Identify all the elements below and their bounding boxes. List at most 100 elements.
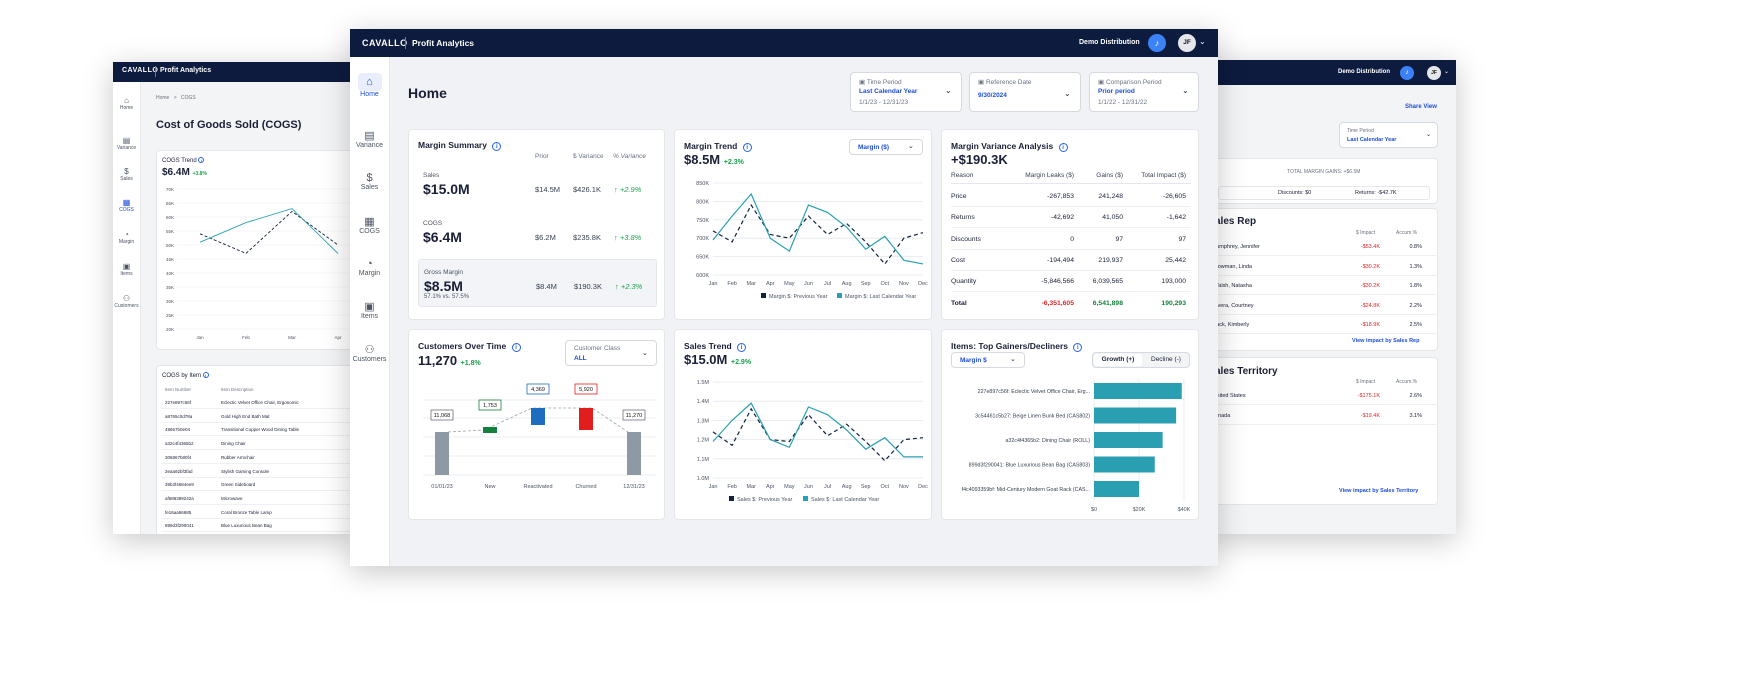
legend-label-current: Sales $: Last Calendar Year	[811, 497, 879, 503]
table-row[interactable]: af688389242a Microwave	[161, 492, 353, 505]
chevron-down-icon[interactable]: ⌄	[1199, 37, 1206, 46]
customers-title: Customers Over Time	[418, 341, 507, 351]
table-row[interactable]: 39b3f4684ee9 Green Sideboard	[161, 478, 353, 492]
nav-items[interactable]: ▣ Items	[113, 262, 140, 277]
total-cell: 25,442	[1165, 256, 1186, 264]
summary-row[interactable]: Sales $15.0M $14.5M $426.1K ↑ +2.9%	[418, 163, 657, 211]
table-row[interactable]: Price -267,853 241,248 -26,605	[951, 186, 1191, 207]
row-impact: -$24.8K	[1360, 302, 1380, 309]
nav-home[interactable]: ⌂ Home	[350, 73, 389, 98]
waterfall-bar	[435, 432, 449, 475]
table-row[interactable]: lumphrey, Jennifer -$53.4K 0.8%	[1212, 237, 1438, 256]
time-period-select[interactable]: Time Period Last Calendar Year ⌄	[1339, 122, 1438, 148]
nav-variance[interactable]: ▤ Variance	[350, 129, 389, 149]
item-description: Microwave	[221, 495, 243, 501]
x-tick-label: May	[784, 484, 795, 490]
share-view-link[interactable]: Share View	[1405, 104, 1437, 110]
nav-sales[interactable]: $ Sales	[350, 172, 389, 191]
variance-icon: ▤	[122, 136, 131, 145]
chevron-down-icon[interactable]: ⌄	[1444, 69, 1450, 75]
table-row[interactable]: 227e897c56f Eclectic Velvet Office Chair,…	[161, 396, 353, 409]
legend-swatch-current	[837, 293, 842, 298]
sales-rep-link[interactable]: View impact by Sales Rep	[1352, 338, 1420, 344]
row-name: livera, Courtney	[1215, 302, 1254, 309]
table-row[interactable]: Quantity -5,846,566 6,039,565 193,000	[951, 271, 1191, 293]
leaks-cell: -6,351,605	[1041, 299, 1074, 307]
info-icon[interactable]: i	[511, 343, 521, 352]
territory-link[interactable]: View impact by Sales Territory	[1339, 488, 1419, 494]
nav-variance[interactable]: ▤ Variance	[113, 136, 140, 151]
avatar[interactable]: JF	[1427, 66, 1441, 80]
customer-class-select[interactable]: Customer Class ALL ⌄	[565, 340, 657, 366]
info-icon[interactable]: i	[198, 157, 205, 163]
company-name[interactable]: Demo Distribution	[1079, 39, 1140, 46]
table-row[interactable]: 2eaa92bf3fad Stylish Gaming Console	[161, 465, 353, 478]
table-row[interactable]: Total -6,351,605 6,541,898 190,293	[951, 293, 1191, 314]
nav-customers[interactable]: ⚇ Customers	[350, 343, 389, 363]
table-row[interactable]: Inited States -$175.1K 2.6%	[1212, 386, 1438, 405]
avatar[interactable]: JF	[1178, 34, 1196, 52]
nav-sales[interactable]: $ Sales	[113, 167, 140, 182]
items-metric-select[interactable]: Margin $ ⌄	[951, 352, 1025, 368]
bell-icon[interactable]: ♪	[1400, 66, 1414, 80]
time-period-select[interactable]: ▣ Time Period Last Calendar Year 1/1/23 …	[850, 72, 962, 112]
table-row[interactable]: livera, Courtney -$24.8K 2.2%	[1212, 296, 1438, 315]
table-row[interactable]: lack, Kimberly -$18.9K 2.5%	[1212, 315, 1438, 334]
data-label: 4,369	[531, 387, 545, 393]
nav-cogs[interactable]: ▦ COGS	[350, 215, 389, 235]
series-line-previous	[712, 407, 924, 462]
variance-icon: ▤	[364, 130, 375, 142]
table-row[interactable]: a8765c0d78a Gold High End Bath Mat	[161, 410, 353, 423]
info-icon[interactable]: i	[742, 143, 752, 152]
info-icon[interactable]: i	[1058, 143, 1068, 152]
item-number: 39b3f4684ee9	[165, 482, 194, 488]
x-tick-label: Mar	[746, 281, 756, 287]
table-row[interactable]: Returns -42,692 41,050 -1,642	[951, 207, 1191, 229]
x-tick-label: Jan	[196, 335, 204, 340]
comparison-period-select[interactable]: ▣ Comparison Period Prior period 1/1/22 …	[1089, 72, 1199, 112]
breadcrumb-home[interactable]: Home	[156, 95, 170, 101]
nav-items[interactable]: ▣ Items	[350, 300, 389, 320]
table-row[interactable]: 49667b0e04 Transitional Copper Wood Dinin…	[161, 423, 353, 437]
item-description: Coral Bronze Table Lamp	[221, 509, 272, 515]
nav-customers[interactable]: ⚇ Customers	[114, 294, 139, 309]
summary-row[interactable]: COGS $6.4M $6.2M $235.8K ↑ +3.8%	[418, 211, 657, 259]
table-row[interactable]: fe16aa56685 Coral Bronze Table Lamp	[161, 506, 353, 519]
company-name[interactable]: Demo Distribution	[1338, 69, 1390, 75]
info-icon[interactable]: i	[1073, 343, 1083, 352]
nav-margin[interactable]: ◔ Margin	[350, 258, 389, 277]
tab-growth[interactable]: Growth (+)	[1094, 354, 1142, 366]
margin-metric-select[interactable]: Margin ($) ⌄	[849, 139, 923, 155]
reference-date-select[interactable]: ▣ Reference Date 9/30/2024 ⌄	[969, 72, 1081, 112]
table-row[interactable]: Discounts 0 97 97	[951, 229, 1191, 250]
x-tick-label: Apr	[766, 484, 775, 490]
table-row[interactable]: anada -$19.4K 3.1%	[1212, 406, 1438, 425]
legend-label-previous: Sales $: Previous Year	[737, 497, 793, 503]
summary-row[interactable]: Gross Margin $8.5M 57.1% vs. 57.5% $8.4M $19…	[418, 259, 657, 307]
item-description: Gold High End Bath Mat	[221, 413, 270, 419]
nav-margin[interactable]: ◔ Margin	[113, 230, 140, 245]
info-icon[interactable]: i	[202, 372, 209, 378]
customers-card: Customers Over Time i 11,270 +1.8% Custo…	[408, 329, 665, 520]
row-accum: 1.8%	[1409, 283, 1422, 289]
nav-cogs[interactable]: ▦ COGS	[113, 198, 140, 213]
cogs-trend-chart: 70K 65K 60K 55K 50K 45K 40K 35K 30K 25K 20K Jan Feb M…	[166, 187, 353, 340]
table-row[interactable]: Cost -194,494 219,937 25,442	[951, 250, 1191, 271]
table-row[interactable]: 899d3f290041 Blue Luxurious Bean Bag	[161, 519, 353, 533]
reason-cell: Total	[951, 299, 967, 307]
total-cell: 97	[1178, 235, 1186, 243]
table-row[interactable]: Jowman, Linda -$30.2K 1.3%	[1212, 257, 1438, 276]
tab-decline[interactable]: Decline (-)	[1151, 356, 1181, 363]
bell-icon[interactable]: ♪	[1148, 34, 1166, 52]
table-row[interactable]: a32c4f4365b2 Dining Chair	[161, 437, 353, 451]
row-impact: -$175.1K	[1357, 393, 1380, 399]
margin-trend-title: Margin Trend	[684, 141, 738, 151]
nav-home[interactable]: ⌂ Home	[113, 96, 140, 111]
x-tick-label: Nov	[899, 281, 909, 287]
x-tick-label: 01/01/23	[431, 484, 452, 490]
table-row[interactable]: Valsh, Natasha -$30.2K 1.8%	[1212, 276, 1438, 295]
table-row[interactable]: 306867b80f4 Rubber Armchair	[161, 451, 353, 464]
waterfall-bar	[483, 427, 497, 433]
info-icon[interactable]: i	[492, 142, 502, 151]
info-icon[interactable]: i	[737, 343, 747, 352]
